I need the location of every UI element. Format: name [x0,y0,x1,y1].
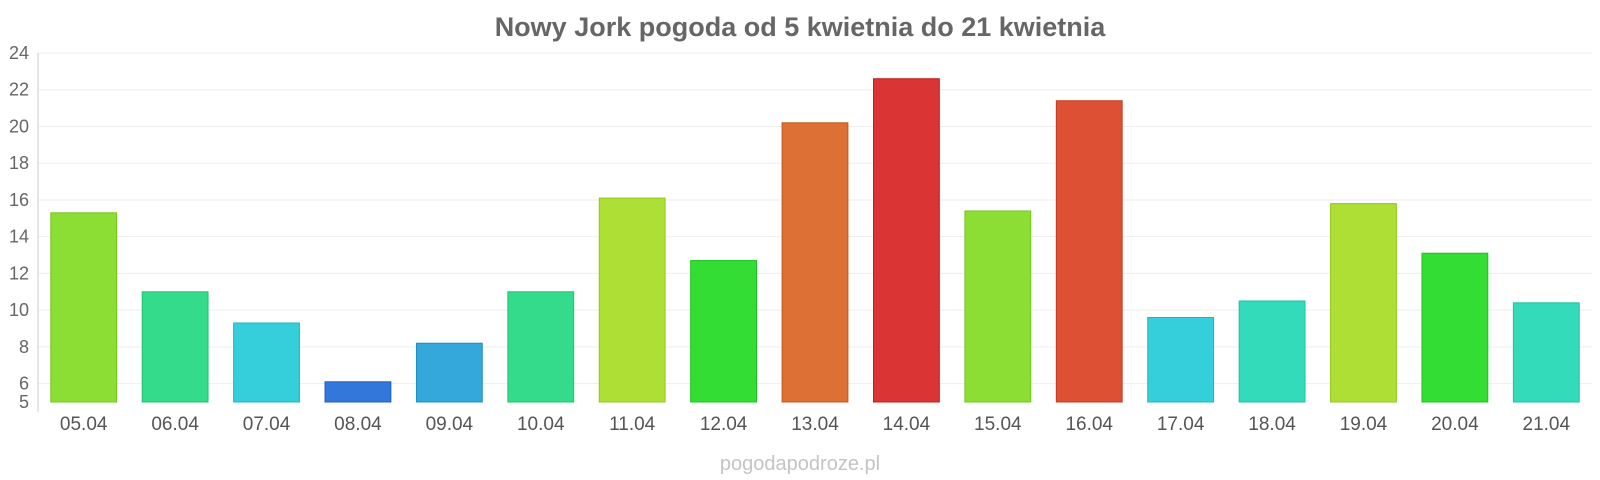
bar [1330,203,1397,403]
bar [964,210,1032,403]
y-tick-label: 18 [9,153,29,173]
x-tick-label: 16.04 [1065,414,1113,435]
y-tick-label: 6 [19,374,29,394]
x-tick-label: 17.04 [1157,414,1205,435]
y-tick-label: 16 [9,190,29,210]
bar [1147,317,1215,403]
x-tick-label: 21.04 [1523,414,1571,435]
bars [50,78,1580,403]
y-axis: 56 8 10 12 14 16 18 20 22 24 [9,43,39,412]
y-tick-label: 10 [9,300,29,320]
x-tick-label: 18.04 [1248,414,1296,435]
x-tick-label: 20.04 [1431,414,1479,435]
bar [507,291,575,403]
bar [873,78,940,403]
bar [1238,300,1306,403]
y-tick-label: 8 [19,337,29,357]
bar [50,212,118,403]
bar [141,291,209,403]
bar [598,197,666,403]
chart-title: Nowy Jork pogoda od 5 kwietnia do 21 kwi… [495,12,1107,42]
x-tick-label: 12.04 [700,414,748,435]
y-tick-label: 22 [9,80,29,100]
bar [1421,252,1489,403]
y-tick-label: 20 [9,116,29,136]
bar [233,322,300,403]
x-tick-label: 19.04 [1340,414,1388,435]
bar [324,381,392,403]
x-tick-label: 09.04 [426,414,474,435]
bar [690,260,757,403]
x-tick-label: 13.04 [791,414,839,435]
bar [415,342,483,403]
x-tick-label: 11.04 [609,414,656,435]
y-tick-label: 24 [9,43,29,63]
x-tick-label: 07.04 [243,414,291,435]
x-axis: 05.04 06.04 07.04 08.04 09.04 10.04 11.04 12.04… [60,414,1571,435]
y-tick-label: 12 [9,263,29,283]
x-tick-label: 15.04 [974,414,1022,435]
x-tick-label: 08.04 [334,414,382,435]
y-tick-label: 5 [19,392,29,412]
bar [781,122,849,403]
bar [1055,100,1123,403]
x-tick-label: 06.04 [151,414,199,435]
x-tick-label: 14.04 [883,414,931,435]
bar [1512,302,1580,403]
x-tick-label: 05.04 [60,414,108,435]
watermark-text: pogodapodroze.pl [720,453,880,475]
y-tick-label: 14 [9,227,29,247]
x-tick-label: 10.04 [517,414,565,435]
